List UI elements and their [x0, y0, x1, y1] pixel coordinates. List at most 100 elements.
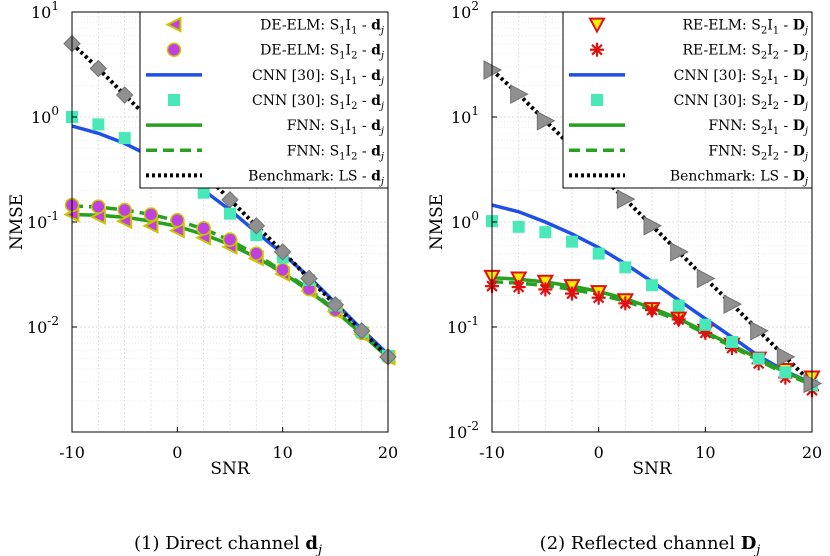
legend-marker — [168, 94, 180, 106]
data-point — [591, 290, 606, 305]
x-tick-label: 0 — [172, 443, 182, 462]
data-point — [509, 271, 528, 288]
caption-text: (1) Direct channel — [134, 533, 305, 554]
legend-symbol: D — [793, 143, 805, 159]
asterisk-stroke — [512, 281, 525, 293]
data-point — [249, 246, 264, 261]
y-tick-label: 101 — [451, 104, 479, 127]
legend-symbol: d — [371, 168, 381, 184]
legend-entry: CNN [30]: S1I2 - dj — [168, 93, 384, 112]
legend-text: RE-ELM: S — [682, 43, 760, 59]
data-point — [326, 296, 345, 314]
legend-sub: j — [803, 176, 808, 187]
legend-entry: CNN [30]: S2I2 - Dj — [591, 93, 808, 112]
legend-box — [139, 11, 389, 189]
y-tick-label: 100 — [31, 104, 59, 127]
legend-text: CNN [30]: S — [252, 68, 339, 84]
legend-entry: CNN [30]: S2I1 - Dj — [569, 68, 808, 87]
legend-marker — [590, 42, 604, 57]
data-point — [670, 241, 689, 262]
data-point — [536, 274, 555, 291]
legend-sub: 1 — [339, 101, 345, 112]
panel-caption: (2) Reflected channel Dj — [540, 533, 761, 556]
legend-sub: 1 — [339, 51, 345, 62]
legend-marker — [165, 16, 182, 33]
legend-symbol: d — [371, 43, 381, 59]
legend-label: DE-ELM: S1I2 - dj — [260, 43, 384, 62]
legend-sub: j — [379, 176, 384, 187]
legend-sub: j — [379, 101, 384, 112]
y-tick-exponent: -1 — [467, 314, 479, 328]
legend-text: - — [357, 143, 371, 159]
data-point — [142, 217, 159, 234]
data-point — [275, 262, 290, 278]
legend-text: - — [779, 118, 793, 134]
x-axis-label: SNR — [632, 459, 673, 479]
legend-text: I — [767, 68, 773, 84]
legend-sub: j — [379, 76, 384, 87]
legend-marker — [588, 17, 606, 34]
x-tick-label: -10 — [479, 443, 505, 462]
legend-sub: j — [379, 51, 384, 62]
y-tick-base: 10 — [27, 318, 47, 337]
x-axis-label: SNR — [210, 459, 251, 479]
legend-marker — [591, 94, 603, 106]
legend-text: RE-ELM: S — [682, 18, 760, 34]
y-tick-exponent: 0 — [471, 209, 479, 223]
data-point — [779, 366, 792, 379]
legend-marker — [166, 42, 182, 57]
legend-text: I — [767, 143, 773, 159]
legend-text: FNN: S — [287, 118, 339, 134]
x-tick-label: -10 — [59, 443, 85, 462]
caption-subscript: j — [753, 543, 760, 556]
data-point — [752, 352, 765, 365]
asterisk-stroke — [619, 297, 632, 310]
legend-symbol: D — [793, 168, 805, 184]
y-tick-label: 100 — [451, 209, 479, 232]
legend-symbol: D — [793, 68, 805, 84]
legend-text: Benchmark: LS - — [248, 168, 371, 184]
legend-sub: j — [379, 26, 384, 37]
caption-symbol: d — [305, 533, 318, 554]
legend-text: I — [346, 93, 352, 109]
data-point — [723, 294, 743, 314]
y-axis-label: NMSE — [427, 194, 447, 250]
data-point — [776, 346, 796, 367]
legend-label: DE-ELM: S1I1 - dj — [260, 18, 384, 37]
data-point — [170, 212, 185, 228]
y-tick-exponent: -1 — [47, 209, 59, 223]
legend-entry: Benchmark: LS - Dj — [569, 168, 808, 187]
legend-text: - — [779, 43, 793, 59]
legend-text: FNN: S — [708, 118, 760, 134]
legend-entry: DE-ELM: S1I1 - dj — [165, 16, 384, 37]
legend-text: FNN: S — [708, 143, 760, 159]
data-point — [91, 199, 106, 214]
y-tick-exponent: 2 — [471, 0, 479, 13]
legend-sub: 2 — [773, 51, 779, 62]
legend-label: FNN: S1I2 - dj — [287, 143, 384, 162]
data-point — [696, 268, 716, 289]
legend-text: CNN [30]: S — [674, 93, 761, 109]
data-point — [352, 322, 371, 340]
legend-label: RE-ELM: S2I2 - Dj — [682, 43, 808, 62]
data-point — [592, 247, 605, 260]
legend-sub: 1 — [773, 26, 779, 37]
legend-symbol: D — [793, 93, 805, 109]
y-tick-label: 10-2 — [27, 314, 59, 337]
legend-symbol: d — [371, 118, 381, 134]
x-tick-label: 10 — [272, 443, 292, 462]
asterisk-stroke — [672, 313, 685, 326]
data-point — [511, 280, 526, 295]
legend-symbol: D — [793, 43, 805, 59]
data-point — [512, 220, 525, 233]
legend-symbol: d — [371, 68, 381, 84]
legend-text: I — [346, 143, 352, 159]
data-point — [671, 312, 686, 327]
asterisk-stroke — [646, 304, 658, 316]
y-tick-base: 10 — [447, 423, 467, 442]
y-tick-base: 10 — [27, 213, 47, 232]
caption-subscript: j — [315, 543, 322, 556]
